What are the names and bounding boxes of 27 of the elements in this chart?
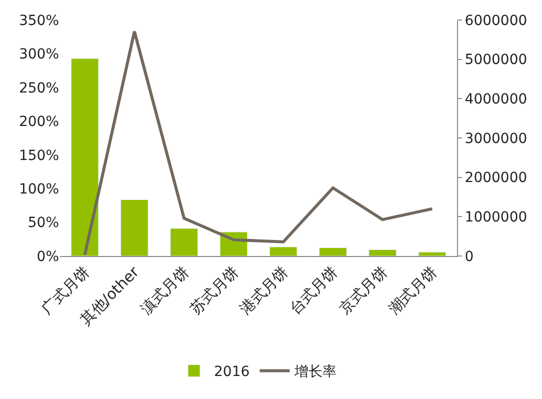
legend-label: 增长率: [294, 364, 337, 380]
y-tick-label: 350%: [18, 12, 59, 29]
bar: [170, 228, 198, 256]
x-tick-label: 港式月饼: [236, 262, 292, 318]
y2-tick-label: 0: [464, 248, 474, 265]
y-tick-label: 300%: [18, 46, 59, 63]
y-tick-label: 250%: [18, 80, 59, 96]
bar: [319, 247, 347, 256]
y-tick-label: 200%: [18, 114, 59, 130]
bar: [70, 58, 99, 256]
y2-tick-label: 3000000: [464, 130, 528, 147]
bar: [120, 200, 148, 256]
line-series: [83, 30, 434, 256]
y2-tick-label: 5000000: [464, 52, 528, 68]
y-tick-label: 100%: [18, 181, 59, 198]
bar: [269, 246, 298, 256]
y2-tick-label: 1000000: [464, 210, 528, 226]
y-tick-label: 50%: [28, 215, 59, 232]
x-tick-label: 潮式月饼: [385, 262, 440, 318]
y2-tick-label: 6000000: [464, 12, 528, 29]
y-tick-label: 0%: [36, 248, 59, 265]
bar: [418, 252, 446, 256]
y2-tick-label: 4000000: [464, 92, 528, 108]
y2-tick-label: 2000000: [464, 170, 528, 186]
legend-label: 2016: [214, 364, 250, 380]
bar: [368, 249, 396, 256]
y-tick-label: 150%: [18, 148, 59, 164]
